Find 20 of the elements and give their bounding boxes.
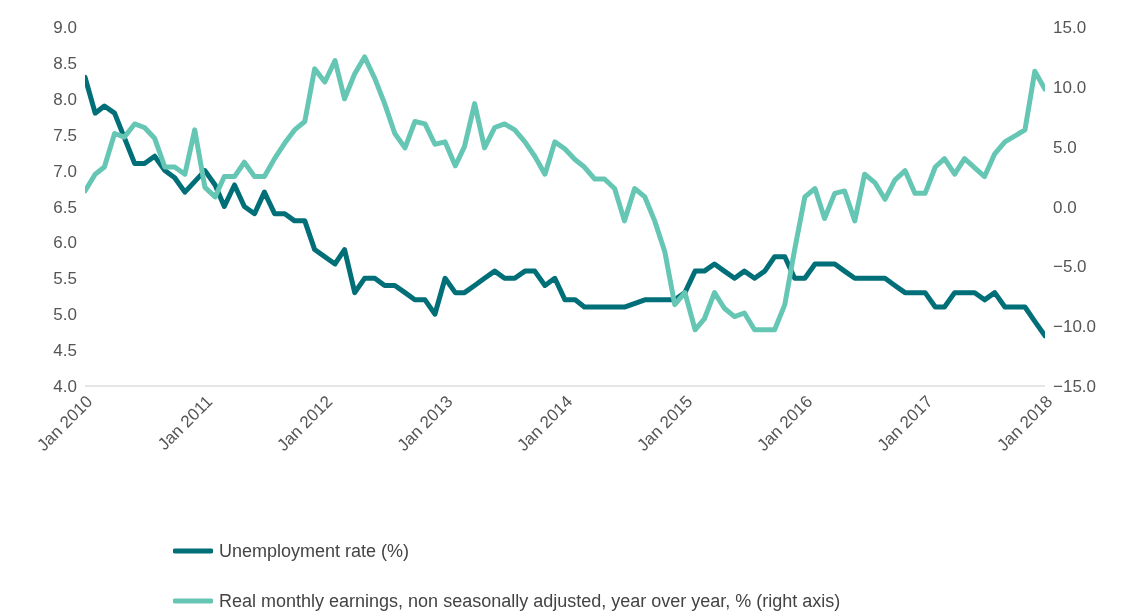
y-tick-label: 9.0 bbox=[53, 18, 77, 38]
y-tick-label: 5.0 bbox=[53, 305, 77, 325]
y2-tick-label: −15.0 bbox=[1053, 377, 1097, 397]
y-tick-label: 8.0 bbox=[53, 89, 77, 109]
y2-tick-label: 0.0 bbox=[1053, 197, 1077, 217]
y2-tick-label: 5.0 bbox=[1053, 137, 1077, 157]
y2-tick-label: −5.0 bbox=[1053, 257, 1087, 277]
y-tick-label: 4.5 bbox=[53, 341, 77, 361]
y-tick-label: 7.5 bbox=[53, 125, 77, 145]
y-tick-label: 4.0 bbox=[53, 377, 77, 397]
legend-label: Real monthly earnings, non seasonally adjusted, year over year, % (right axis) bbox=[219, 590, 841, 612]
y-tick-label: 6.5 bbox=[53, 197, 77, 217]
y2-tick-label: −10.0 bbox=[1053, 317, 1097, 337]
y-tick-label: 8.5 bbox=[53, 53, 77, 73]
y2-tick-label: 15.0 bbox=[1053, 18, 1087, 38]
y-tick-label: 5.5 bbox=[53, 269, 77, 289]
y-tick-label: 7.0 bbox=[53, 161, 77, 181]
y2-tick-label: 10.0 bbox=[1053, 77, 1087, 97]
legend-label: Unemployment rate (%) bbox=[219, 540, 410, 562]
y-tick-label: 6.0 bbox=[53, 233, 77, 253]
